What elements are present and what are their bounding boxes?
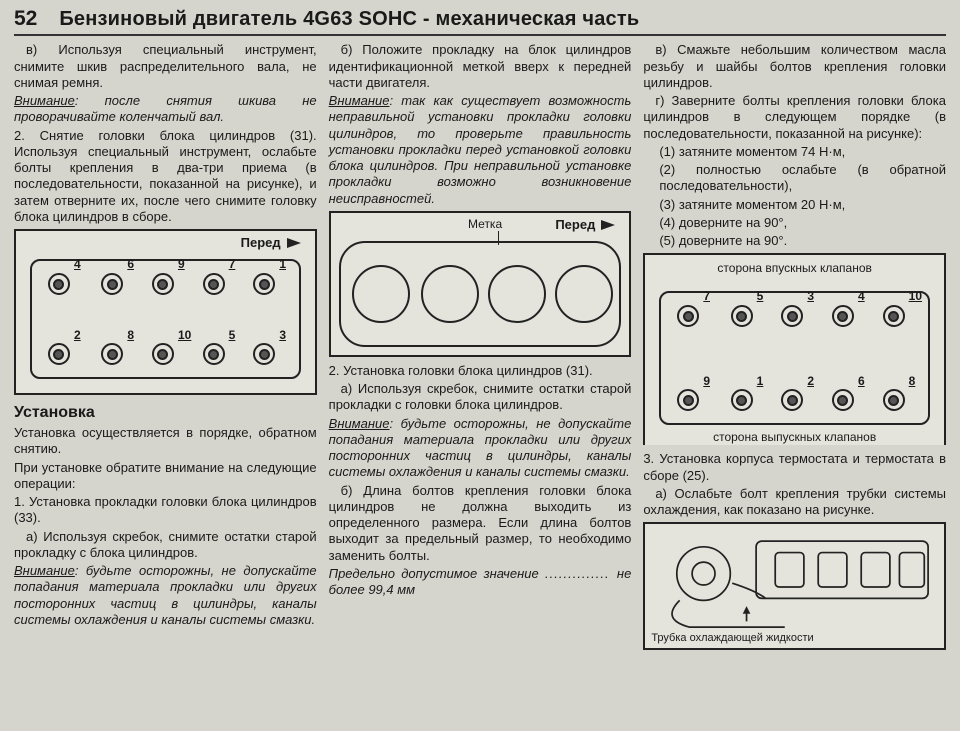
bolt-icon	[731, 305, 753, 327]
paragraph: в) Используя специальный инструмент, сни…	[14, 42, 317, 91]
attention-note: Внимание: после снятия шкива не проворач…	[14, 93, 317, 126]
front-arrow-label: Перед	[241, 235, 301, 251]
limit-label: Предельно допустимое значение	[329, 566, 539, 581]
paragraph: в) Смажьте небольшим количеством масла р…	[643, 42, 946, 91]
paragraph: 1. Установка прокладки головки блока цил…	[14, 494, 317, 527]
attention-label: Внимание	[14, 93, 75, 108]
paragraph: При установке обратите внимание на следу…	[14, 460, 317, 493]
bolt-icon	[203, 343, 225, 365]
bolt-number: 2	[74, 328, 81, 343]
bolt-icon	[883, 305, 905, 327]
bolt-number: 2	[807, 374, 814, 389]
column-2: б) Положите прокладку на блок цилиндров …	[329, 42, 632, 656]
diagram-gasket-orientation: Метка Перед	[329, 211, 632, 357]
bolt-number: 4	[74, 257, 81, 272]
bolt-icon	[832, 305, 854, 327]
bolt-number: 1	[757, 374, 764, 389]
attention-label: Внимание	[14, 563, 75, 578]
bolt-number: 3	[807, 289, 814, 304]
step: (3) затяните моментом 20 Н·м,	[643, 197, 946, 213]
diagram-thermostat-pipe: Трубка охлаждающей жидкости	[643, 522, 946, 650]
step: (1) затяните моментом 74 Н·м,	[643, 144, 946, 160]
coolant-pipe-label: Трубка охлаждающей жидкости	[651, 632, 813, 644]
bolt-icon	[731, 389, 753, 411]
pipe-sketch-icon	[651, 528, 938, 644]
paragraph: а) Ослабьте болт крепления трубки систем…	[643, 486, 946, 519]
bolt-icon	[203, 273, 225, 295]
head-outline: 4 6 9 7 1 2 8 10 5 3	[30, 259, 301, 379]
paragraph: а) Используя скребок, снимите остатки ст…	[14, 529, 317, 562]
page-title: Бензиновый двигатель 4G63 SOHC - механич…	[59, 7, 639, 32]
paragraph: б) Длина болтов крепления головки блока …	[329, 483, 632, 564]
paragraph: 3. Установка корпуса термостата и термос…	[643, 451, 946, 484]
paragraph: г) Заверните болты крепления головки бло…	[643, 93, 946, 142]
attention-note: Внимание: будьте осторожны, не допускайт…	[14, 563, 317, 628]
attention-note: Внимание: так как существует возможность…	[329, 93, 632, 207]
gasket-outline	[339, 241, 622, 347]
bolt-icon	[253, 343, 275, 365]
attention-label: Внимание	[329, 93, 390, 108]
bolt-number: 10	[909, 289, 922, 304]
bolt-number: 7	[703, 289, 710, 304]
bolt-icon	[48, 343, 70, 365]
mark-label: Метка	[468, 217, 502, 232]
bolt-number: 8	[127, 328, 134, 343]
cylinder-bore-icon	[555, 265, 613, 323]
paragraph: б) Положите прокладку на блок цилиндров …	[329, 42, 632, 91]
diagram-bolt-tighten-order: сторона впускных клапанов 7 5 3 4 10 9 1…	[643, 253, 946, 445]
exhaust-side-label: сторона выпускных клапанов	[645, 430, 944, 445]
intake-side-label: сторона впускных клапанов	[645, 261, 944, 276]
cylinder-bore-icon	[352, 265, 410, 323]
page-header: 52 Бензиновый двигатель 4G63 SOHC - меха…	[14, 6, 946, 36]
bolt-number: 6	[858, 374, 865, 389]
dots: ..............	[545, 566, 617, 581]
bolt-number: 6	[127, 257, 134, 272]
bolt-icon	[677, 389, 699, 411]
bolt-icon	[48, 273, 70, 295]
head-outline: 7 5 3 4 10 9 1 2 6 8	[659, 291, 930, 425]
manual-page: 52 Бензиновый двигатель 4G63 SOHC - меха…	[0, 0, 960, 664]
bolt-number: 9	[178, 257, 185, 272]
page-number: 52	[14, 6, 37, 32]
bolt-icon	[101, 343, 123, 365]
attention-text: : так как существует возможность неправи…	[329, 93, 632, 206]
paragraph: Установка осуществляется в порядке, обра…	[14, 425, 317, 458]
bolt-number: 5	[757, 289, 764, 304]
section-heading-install: Установка	[14, 403, 317, 423]
limit-line: Предельно допустимое значение ..........…	[329, 566, 632, 599]
column-1: в) Используя специальный инструмент, сни…	[14, 42, 317, 656]
bolt-number: 8	[909, 374, 916, 389]
step: (2) полностью ослабьте (в обратной после…	[643, 162, 946, 195]
bolt-number: 3	[279, 328, 286, 343]
step: (4) доверните на 90°,	[643, 215, 946, 231]
front-arrow-label: Перед	[555, 217, 615, 233]
bolt-icon	[781, 305, 803, 327]
bolt-icon	[152, 343, 174, 365]
paragraph: 2. Снятие головки блока цилиндров (31). …	[14, 128, 317, 226]
diagram-bolt-removal-order: Перед 4 6 9 7 1 2 8 10 5	[14, 229, 317, 395]
bolt-number: 9	[703, 374, 710, 389]
columns: в) Используя специальный инструмент, сни…	[14, 42, 946, 656]
bolt-icon	[677, 305, 699, 327]
bolt-icon	[253, 273, 275, 295]
bolt-icon	[101, 273, 123, 295]
cylinder-bore-icon	[421, 265, 479, 323]
bolt-number: 5	[229, 328, 236, 343]
step: (5) доверните на 90°.	[643, 233, 946, 249]
paragraph: а) Используя скребок, снимите остатки ст…	[329, 381, 632, 414]
column-3: в) Смажьте небольшим количеством масла р…	[643, 42, 946, 656]
attention-label: Внимание	[329, 416, 390, 431]
bolt-number: 4	[858, 289, 865, 304]
paragraph: 2. Установка головки блока цилиндров (31…	[329, 363, 632, 379]
attention-note: Внимание: будьте осторожны, не допускайт…	[329, 416, 632, 481]
bolt-icon	[832, 389, 854, 411]
bolt-number: 7	[229, 257, 236, 272]
bolt-icon	[781, 389, 803, 411]
bolt-number: 10	[178, 328, 191, 343]
bolt-number: 1	[279, 257, 286, 272]
bolt-icon	[152, 273, 174, 295]
bolt-icon	[883, 389, 905, 411]
cylinder-bore-icon	[488, 265, 546, 323]
